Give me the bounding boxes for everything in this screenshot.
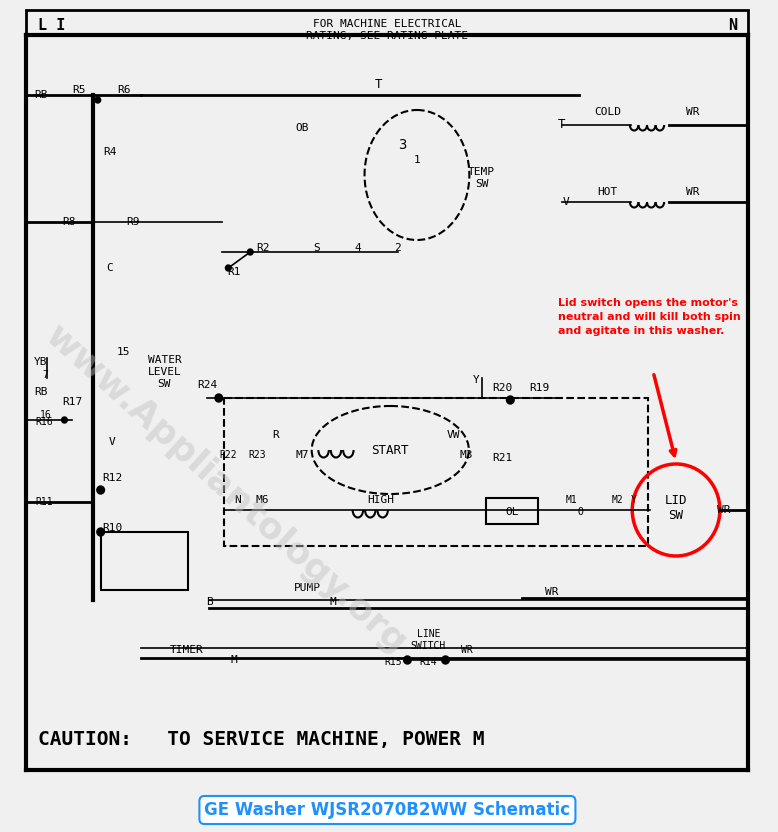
Text: N: N (234, 495, 241, 505)
Text: GE Washer WJSR2070B2WW Schematic: GE Washer WJSR2070B2WW Schematic (205, 801, 570, 819)
Text: 7: 7 (43, 370, 48, 380)
Circle shape (442, 656, 450, 664)
Text: M: M (230, 655, 237, 665)
Text: R9: R9 (126, 217, 140, 227)
Text: RB: RB (34, 387, 47, 397)
Text: R22: R22 (219, 450, 237, 460)
Circle shape (404, 656, 412, 664)
Text: T: T (375, 78, 383, 92)
Text: WR: WR (461, 645, 472, 655)
Circle shape (61, 417, 68, 423)
Text: RB: RB (34, 90, 47, 100)
Text: 4: 4 (355, 243, 361, 253)
Text: O: O (578, 507, 584, 517)
Text: M2: M2 (612, 495, 623, 505)
Text: START: START (372, 443, 409, 457)
Text: R11: R11 (36, 497, 54, 507)
Text: LID
SW: LID SW (665, 494, 687, 522)
Text: neutral and will kill both spin: neutral and will kill both spin (558, 312, 741, 322)
Text: www.Appliantology.org: www.Appliantology.org (39, 319, 414, 661)
Text: HOT: HOT (598, 187, 618, 197)
Circle shape (247, 249, 253, 255)
Text: R10: R10 (102, 523, 122, 533)
Text: LINE
SWITCH: LINE SWITCH (411, 629, 446, 651)
Text: CAUTION:   TO SERVICE MACHINE, POWER M: CAUTION: TO SERVICE MACHINE, POWER M (38, 730, 484, 750)
Text: OL: OL (506, 507, 519, 517)
Text: S: S (314, 243, 321, 253)
Text: R15: R15 (384, 657, 402, 667)
Text: WR: WR (686, 187, 700, 197)
Circle shape (96, 486, 104, 494)
Text: M6: M6 (256, 495, 269, 505)
Text: M7: M7 (296, 450, 310, 460)
Text: R20: R20 (492, 383, 513, 393)
Text: COLD: COLD (594, 107, 621, 117)
Text: 1: 1 (414, 155, 420, 165)
Text: 3: 3 (398, 138, 407, 152)
Text: R2: R2 (256, 243, 269, 253)
Text: OB: OB (296, 123, 310, 133)
Text: R17: R17 (62, 397, 82, 407)
Text: R4: R4 (103, 147, 117, 157)
Circle shape (506, 396, 514, 404)
Text: VW: VW (447, 430, 460, 440)
Text: N: N (728, 17, 737, 32)
Text: R8: R8 (62, 217, 76, 227)
Text: Lid switch opens the motor's: Lid switch opens the motor's (558, 298, 738, 308)
Text: V: V (563, 197, 570, 207)
Text: T: T (558, 118, 566, 131)
Text: TEMP
SW: TEMP SW (468, 167, 496, 189)
Text: V: V (109, 437, 115, 447)
Text: B: B (206, 597, 212, 607)
Text: 2: 2 (394, 243, 401, 253)
Text: R24: R24 (198, 380, 218, 390)
Text: R5: R5 (72, 85, 86, 95)
Text: WATER
LEVEL
SW: WATER LEVEL SW (148, 355, 181, 389)
Text: R14: R14 (419, 657, 437, 667)
Text: and agitate in this washer.: and agitate in this washer. (558, 326, 724, 336)
Text: 16: 16 (40, 410, 51, 420)
Text: R19: R19 (529, 383, 549, 393)
Text: M3: M3 (460, 450, 473, 460)
Text: Y: Y (631, 495, 637, 505)
Bar (100, 532, 188, 590)
Text: HIGH: HIGH (367, 495, 394, 505)
Text: WR: WR (545, 587, 559, 597)
Text: WR: WR (686, 107, 700, 117)
Text: R23: R23 (248, 450, 266, 460)
Text: R21: R21 (492, 453, 513, 463)
Text: L I: L I (38, 17, 65, 32)
Circle shape (226, 265, 231, 271)
Text: PUMP: PUMP (294, 583, 321, 593)
Text: Y: Y (472, 375, 479, 385)
Text: TIMER: TIMER (170, 645, 203, 655)
Text: M1: M1 (566, 495, 577, 505)
Text: FOR MACHINE ELECTRICAL
RATING, SEE RATING PLATE: FOR MACHINE ELECTRICAL RATING, SEE RATIN… (307, 19, 468, 41)
Bar (225, 398, 648, 546)
Text: WR: WR (717, 505, 731, 515)
Text: 15: 15 (117, 347, 130, 357)
Circle shape (215, 394, 223, 402)
Text: R6: R6 (117, 85, 130, 95)
Text: R12: R12 (102, 473, 122, 483)
Text: C: C (106, 263, 113, 273)
Bar (485, 498, 538, 524)
Text: YB: YB (34, 357, 47, 367)
Text: M: M (330, 597, 336, 607)
Text: R: R (272, 430, 279, 440)
Circle shape (96, 528, 104, 536)
Text: R16: R16 (36, 417, 54, 427)
Text: R1: R1 (227, 267, 240, 277)
Circle shape (95, 97, 100, 103)
